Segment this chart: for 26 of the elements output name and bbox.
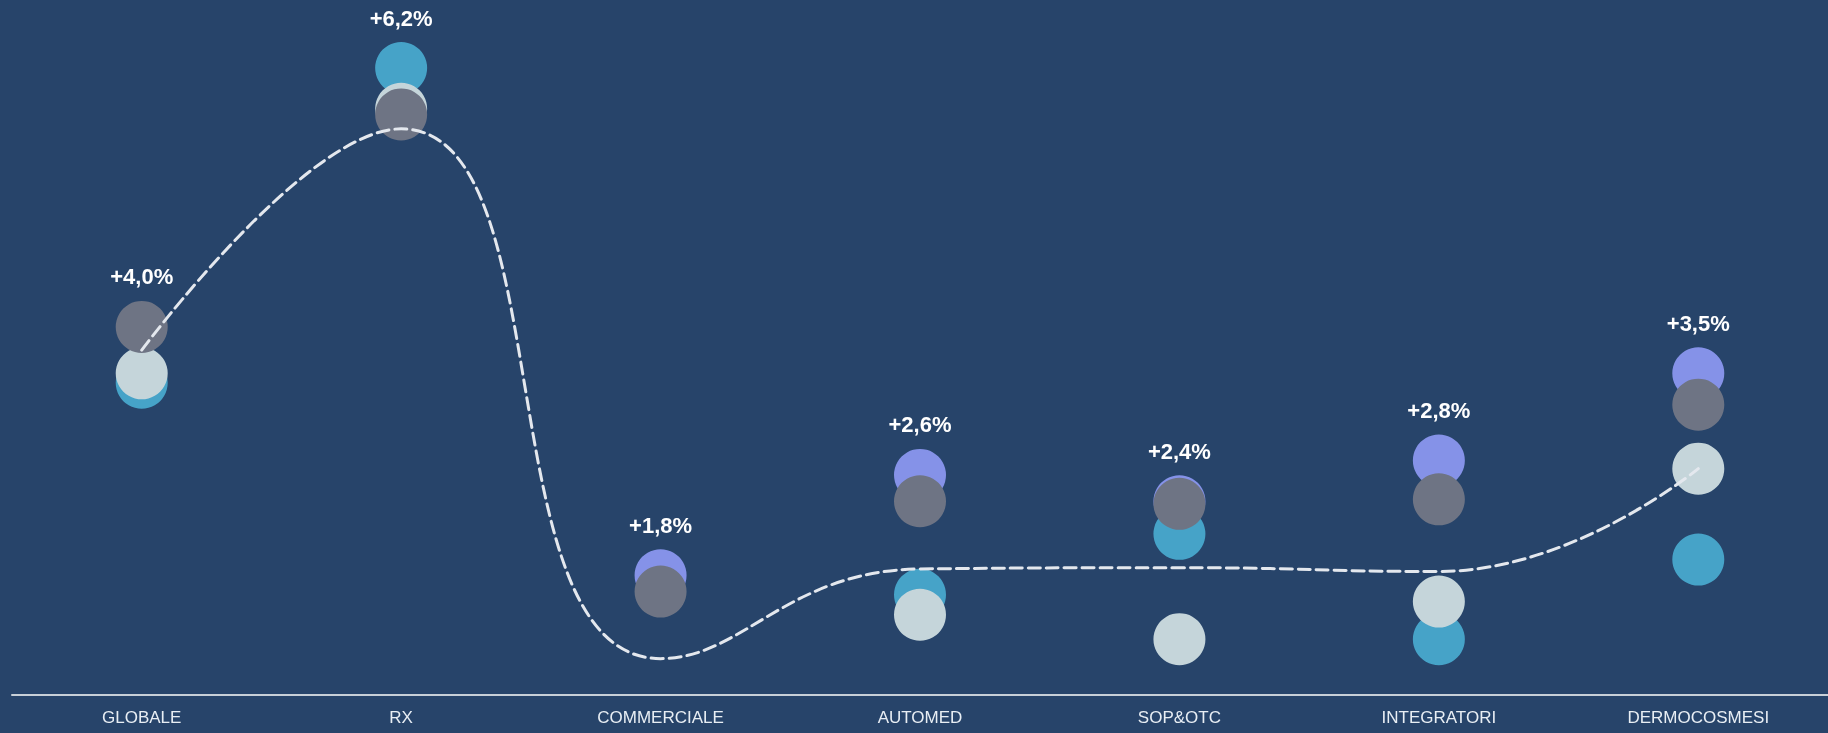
point	[894, 475, 946, 528]
x-tick-label: SOP&OTC	[1137, 708, 1221, 727]
x-tick-label: AUTOMED	[877, 708, 963, 727]
point	[1412, 575, 1465, 628]
annotation: +2,4%	[1147, 438, 1211, 464]
annotation: +1,8%	[629, 512, 693, 538]
x-tick-label: INTEGRATORI	[1381, 708, 1497, 727]
point	[115, 300, 168, 353]
point	[1672, 533, 1725, 586]
point	[894, 588, 946, 641]
point	[1412, 473, 1465, 526]
point	[115, 347, 168, 400]
x-tick-label: COMMERCIALE	[597, 708, 724, 727]
annotation: +3,5%	[1666, 310, 1730, 336]
point	[375, 88, 428, 141]
x-tick-label: GLOBALE	[102, 708, 182, 727]
point	[634, 565, 687, 618]
point	[1672, 442, 1725, 495]
annotation: +2,6%	[888, 412, 952, 438]
annotation: +6,2%	[369, 5, 433, 31]
point	[1153, 613, 1206, 666]
point	[1672, 378, 1725, 431]
x-tick-label: RX	[389, 708, 413, 727]
annotation: +4,0%	[110, 264, 174, 290]
annotation: +2,8%	[1407, 398, 1471, 423]
x-tick-label: DERMOCOSMESI	[1627, 708, 1770, 727]
